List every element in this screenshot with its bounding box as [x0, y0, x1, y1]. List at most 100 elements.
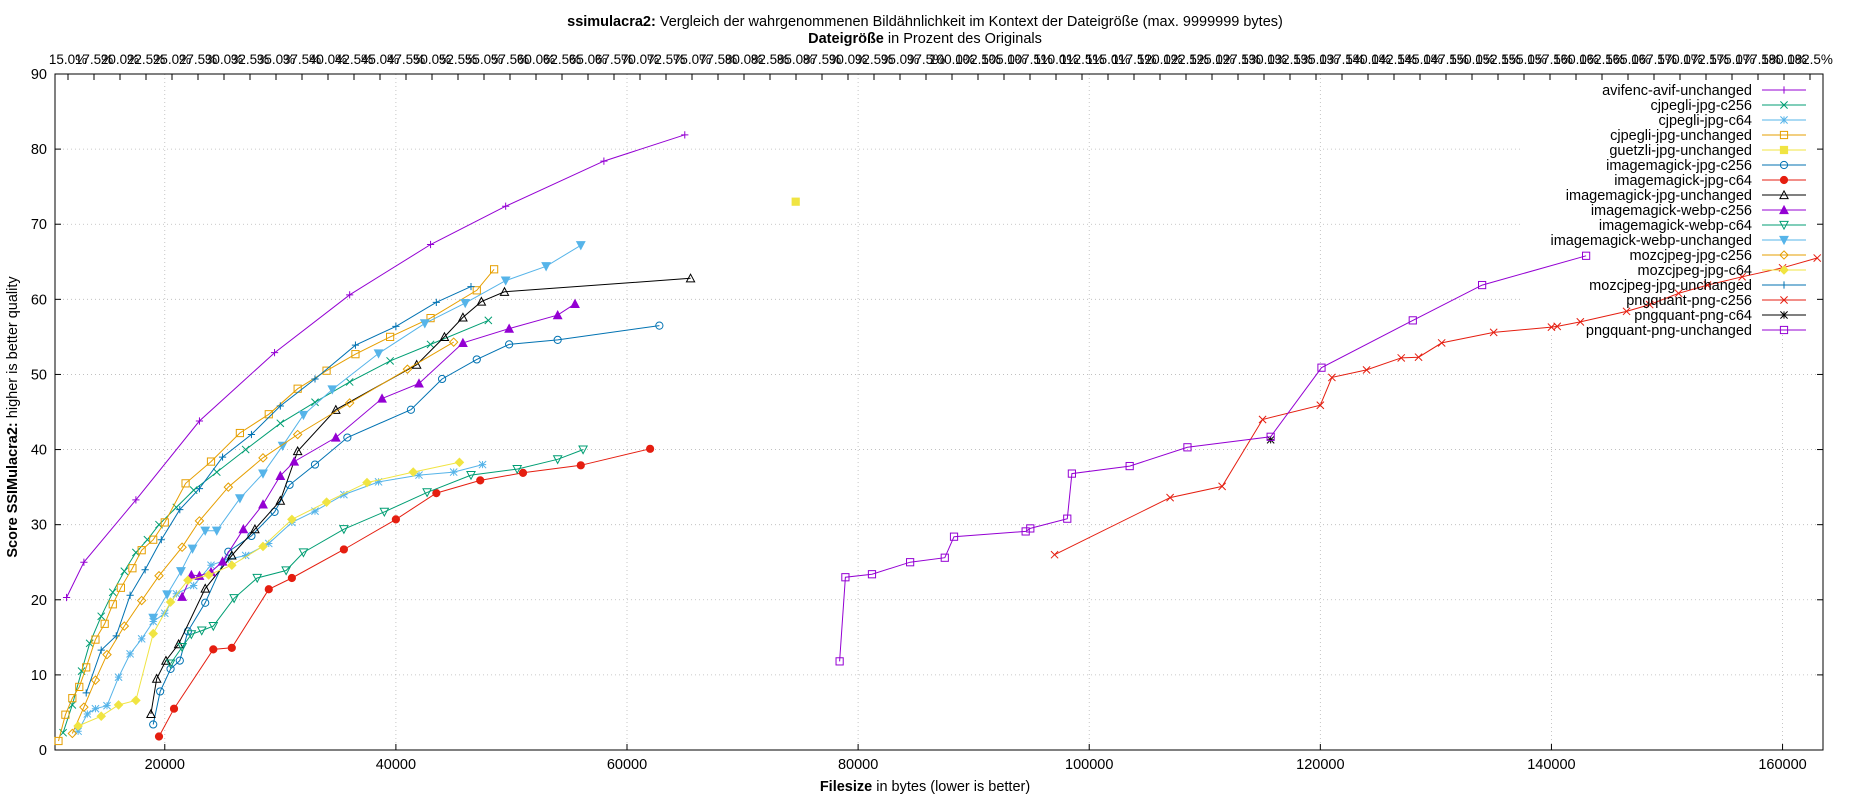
x-tick-label: 120000: [1296, 757, 1344, 773]
data-point: [374, 477, 383, 486]
top-tick-label: 157.5%: [1527, 52, 1573, 67]
data-point: [578, 445, 589, 455]
top-tick-label: 165.0%: [1605, 52, 1651, 67]
data-point: [176, 506, 184, 514]
data-point: [575, 241, 586, 251]
data-point: [867, 570, 877, 579]
data-point: [1327, 373, 1336, 382]
data-point: [386, 356, 395, 365]
data-point: [439, 331, 450, 341]
series-guetzli-jpg-unchanged: [791, 197, 800, 206]
data-point: [160, 518, 169, 527]
data-point: [187, 544, 198, 554]
data-point: [149, 720, 158, 729]
legend-marker: [1779, 325, 1789, 335]
top-tick-label: 147.5%: [1423, 52, 1469, 67]
data-point: [646, 444, 655, 453]
top-tick-label: 140.0%: [1345, 52, 1391, 67]
data-point: [114, 673, 123, 682]
series-cjpegli-jpg-c256: [59, 316, 493, 737]
data-point: [177, 542, 187, 553]
data-point: [1397, 353, 1406, 362]
data-point: [226, 560, 237, 571]
series-line: [158, 448, 651, 737]
data-point: [252, 573, 263, 584]
data-point: [183, 575, 193, 586]
top-tick-label: 167.5%: [1631, 52, 1677, 67]
data-point: [154, 570, 164, 581]
data-point: [1067, 469, 1076, 478]
data-point: [1674, 289, 1683, 298]
data-point: [102, 649, 112, 660]
top-tick-label: 92.5%: [855, 52, 893, 67]
series-imagemagick-jpg-c64: [154, 444, 655, 741]
series-line: [71, 341, 454, 734]
data-point: [226, 550, 237, 560]
top-tick-label: 112.5%: [1060, 52, 1105, 67]
data-point: [157, 536, 165, 544]
data-point: [212, 468, 221, 477]
data-point: [392, 322, 400, 330]
data-point: [449, 468, 458, 477]
data-point: [281, 566, 292, 576]
data-point: [206, 457, 216, 466]
legend-entry: cjpegli-jpg-unchanged: [1610, 128, 1806, 144]
data-point: [116, 583, 125, 592]
top-tick-label: 97.5%: [907, 52, 945, 67]
data-point: [432, 298, 440, 306]
data-point: [476, 476, 485, 485]
legend-marker: [1779, 220, 1789, 231]
data-point: [126, 591, 134, 599]
data-point: [113, 700, 124, 710]
legend-label: imagemagick-jpg-c256: [1606, 158, 1752, 174]
series-line: [85, 286, 472, 694]
top-tick-label: 35.0%: [257, 52, 295, 67]
data-point: [96, 711, 107, 722]
data-point: [195, 485, 204, 493]
data-point: [276, 419, 285, 428]
data-point: [1266, 432, 1275, 441]
data-point: [131, 695, 141, 706]
data-point: [1317, 363, 1326, 372]
legend-entry: imagemagick-webp-unchanged: [1550, 233, 1806, 249]
data-point: [949, 532, 959, 541]
data-point: [351, 350, 360, 359]
legend-marker: [1779, 235, 1789, 246]
top-tick-label: 137.5%: [1319, 52, 1365, 67]
top-tick-label: 180.0%: [1761, 52, 1807, 67]
data-point: [552, 455, 563, 465]
data-point: [1316, 401, 1325, 410]
series-imagemagick-webp-unchanged: [148, 241, 586, 623]
data-point: [177, 591, 188, 601]
legend-label: cjpegli-jpg-unchanged: [1610, 128, 1752, 144]
data-point: [499, 286, 510, 296]
data-point: [472, 355, 481, 364]
data-point: [238, 524, 249, 534]
data-point: [339, 545, 348, 554]
legend-marker: [1780, 296, 1788, 304]
legend-entry: pngquant-png-unchanged: [1586, 323, 1806, 339]
top-tick-label: 55.0%: [465, 52, 503, 67]
legend-entry: mozcjpeg-jpg-c256: [1629, 248, 1806, 264]
top-tick-label: 90.0%: [829, 52, 867, 67]
data-point: [186, 630, 197, 640]
legend-marker: [1780, 101, 1788, 109]
legend-marker: [1779, 130, 1789, 140]
series-mozcjpeg-jpg-unchanged: [82, 282, 475, 697]
x-tick-label: 40000: [376, 757, 416, 773]
data-point: [1813, 254, 1822, 262]
series-layer: [54, 131, 1822, 746]
data-point: [137, 546, 146, 555]
top-tick-label: 65.0%: [569, 52, 607, 67]
top-tick-label: 22.5%: [127, 52, 165, 67]
data-point: [186, 569, 197, 580]
y-tick-label: 10: [31, 668, 47, 684]
data-point: [484, 316, 493, 325]
data-point: [906, 558, 915, 567]
top-tick-label: 27.5%: [179, 52, 217, 67]
data-point: [68, 700, 77, 709]
data-point: [504, 323, 515, 333]
top-tick-label: 110.0%: [1034, 52, 1079, 67]
top-tick-label: 45.0%: [361, 52, 399, 67]
